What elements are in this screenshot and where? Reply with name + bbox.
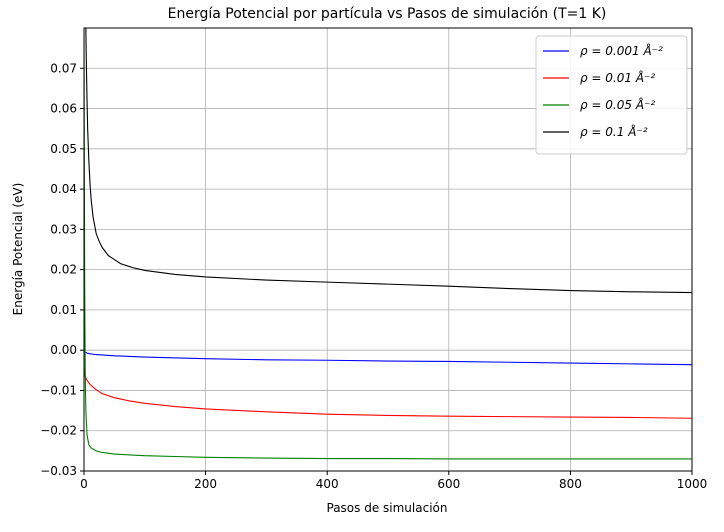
- legend-label-1: ρ = 0.01 Å⁻²: [580, 70, 655, 85]
- x-tick-label: 400: [316, 477, 339, 491]
- axis-ticks: 0 200 400 600 800 1000 −0.03 −0.02 −0.01 0.00 0.01…: [40, 61, 707, 491]
- x-tick-label: 1000: [677, 477, 708, 491]
- y-tick-label: 0.03: [50, 222, 77, 236]
- y-tick-label: −0.02: [40, 424, 77, 438]
- y-tick-label: −0.01: [40, 383, 77, 397]
- x-tick-label: 600: [437, 477, 460, 491]
- x-axis-label: Pasos de simulación: [327, 501, 448, 515]
- y-tick-label: 0.00: [50, 343, 77, 357]
- legend: ρ = 0.001 Å⁻² ρ = 0.01 Å⁻² ρ = 0.05 Å⁻² ρ =…: [535, 35, 688, 155]
- y-tick-label: 0.06: [50, 102, 77, 116]
- series-line-3: [85, 28, 692, 294]
- y-tick-label: 0.02: [50, 263, 77, 277]
- x-tick-label: 200: [194, 477, 217, 491]
- series-line-1: [84, 366, 692, 419]
- legend-label-3: ρ = 0.1 Å⁻²: [580, 124, 648, 139]
- legend-label-2: ρ = 0.05 Å⁻²: [580, 97, 655, 112]
- series-line-0: [84, 350, 692, 366]
- series-lines: [84, 28, 692, 460]
- legend-label-0: ρ = 0.001 Å⁻²: [580, 43, 663, 58]
- legend-box: [535, 35, 688, 155]
- y-tick-label: −0.03: [40, 464, 77, 478]
- y-tick-label: 0.07: [50, 61, 77, 75]
- x-tick-label: 800: [559, 477, 582, 491]
- y-tick-label: 0.05: [50, 142, 77, 156]
- chart-title: Energía Potencial por partícula vs Pasos…: [168, 6, 607, 22]
- series-line-2: [84, 28, 692, 460]
- x-tick-label: 0: [80, 477, 88, 491]
- plot-frame: [83, 27, 693, 472]
- y-tick-label: 0.04: [50, 182, 77, 196]
- y-axis-label: Energía Potencial (eV): [11, 183, 25, 316]
- y-tick-label: 0.01: [50, 303, 77, 317]
